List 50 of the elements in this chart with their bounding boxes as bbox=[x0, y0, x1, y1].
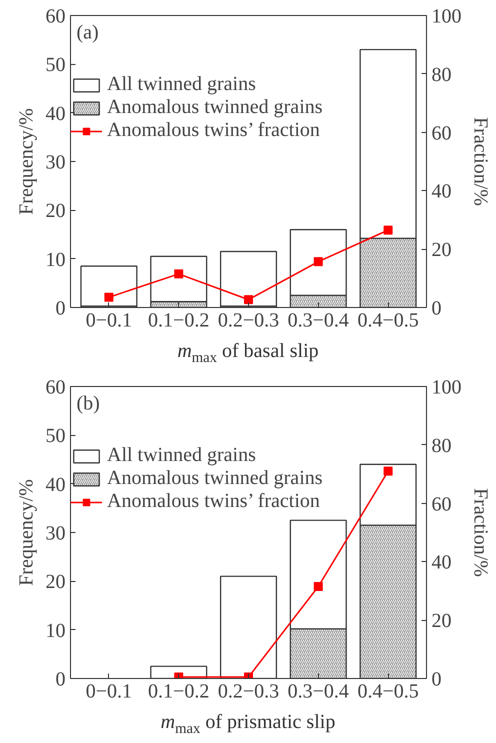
x-axis-title: m$_{max}$ of basal slip bbox=[176, 340, 320, 366]
y2-tick-label: 20 bbox=[432, 610, 452, 632]
x-tick-label: 0.1−0.2 bbox=[148, 310, 210, 332]
y2-tick-label: 100 bbox=[432, 6, 462, 28]
x-tick-label: 0.3−0.4 bbox=[288, 680, 349, 702]
legend-label: All twinned grains bbox=[107, 73, 256, 96]
y2-tick-label: 0 bbox=[432, 668, 442, 690]
y2-tick-label: 40 bbox=[432, 552, 452, 574]
y2-tick-label: 20 bbox=[432, 239, 452, 262]
y-tick-label: 40 bbox=[46, 102, 66, 125]
x-tick-label: 0.2−0.3 bbox=[218, 310, 280, 332]
y-tick-label: 50 bbox=[46, 54, 66, 76]
legend-label: Anomalous twinned grains bbox=[107, 467, 323, 490]
y-tick-label: 20 bbox=[46, 571, 66, 594]
legend-label: Anomalous twins’ fraction bbox=[107, 490, 320, 513]
y2-tick-label: 100 bbox=[432, 376, 462, 398]
x-tick-label: 0.4−0.5 bbox=[357, 310, 419, 332]
y-tick-label: 60 bbox=[46, 376, 66, 398]
y-axis-title: Frequency/% bbox=[16, 479, 38, 586]
annotation: (a) bbox=[76, 22, 99, 44]
x-axis-title: m$_{max}$ of prismatic slip bbox=[160, 711, 336, 737]
x-tick-label: 0.2−0.3 bbox=[218, 680, 280, 702]
y-tick-label: 0 bbox=[56, 298, 66, 320]
y-tick-label: 30 bbox=[46, 522, 66, 544]
x-tick-label: 0−0.1 bbox=[86, 680, 132, 702]
y2-axis-title: Fraction/% bbox=[470, 488, 492, 577]
y-tick-label: 60 bbox=[46, 6, 66, 28]
y2-tick-label: 60 bbox=[432, 493, 452, 516]
x-tick-label: 0.4−0.5 bbox=[357, 680, 419, 702]
annotation: (b) bbox=[76, 392, 100, 414]
legend-label: Anomalous twinned grains bbox=[107, 96, 323, 119]
y2-tick-label: 80 bbox=[432, 434, 452, 457]
y-tick-label: 0 bbox=[56, 668, 66, 690]
y2-tick-label: 80 bbox=[432, 64, 452, 86]
legend-label: Anomalous twins’ fraction bbox=[107, 119, 320, 142]
y-tick-label: 20 bbox=[46, 200, 66, 222]
y-tick-label: 50 bbox=[46, 425, 66, 448]
y-tick-label: 10 bbox=[46, 620, 66, 642]
y2-tick-label: 0 bbox=[432, 298, 442, 320]
y2-tick-label: 40 bbox=[432, 180, 452, 203]
y-tick-label: 40 bbox=[46, 474, 66, 496]
y-tick-label: 30 bbox=[46, 152, 66, 174]
y-tick-label: 10 bbox=[46, 248, 66, 271]
y2-axis-title: Fraction/% bbox=[470, 117, 492, 206]
x-tick-label: 0.1−0.2 bbox=[148, 680, 210, 702]
legend-label: All twinned grains bbox=[107, 444, 256, 467]
x-tick-label: 0−0.1 bbox=[86, 310, 132, 332]
y2-tick-label: 60 bbox=[432, 122, 452, 144]
x-tick-label: 0.3−0.4 bbox=[288, 310, 349, 332]
y-axis-title: Frequency/% bbox=[16, 108, 38, 215]
